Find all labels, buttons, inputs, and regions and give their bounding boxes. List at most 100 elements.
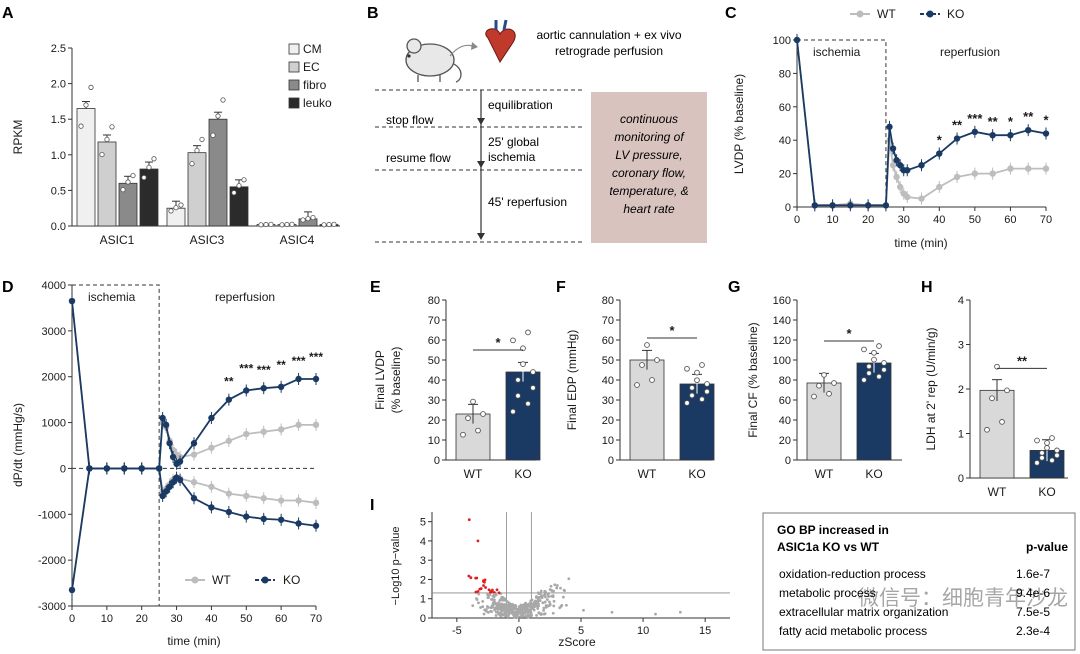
- panel-f-data-point: [694, 369, 700, 376]
- panel-i-point: [486, 611, 490, 614]
- protocol-title-line1: aortic cannulation + ex vivo: [536, 28, 681, 42]
- arrow-icon: [449, 44, 473, 57]
- panel-c-ko-point: [793, 36, 801, 44]
- panel-h-category-label: WT: [988, 485, 1007, 499]
- panel-c-y-tick-label: 0: [785, 202, 791, 214]
- panel-a-data-point: [168, 208, 174, 214]
- panel-i-point: [552, 604, 556, 608]
- panel-letter-e: E: [370, 279, 381, 296]
- panel-d-ko-max-point: [162, 421, 170, 429]
- panel-g-y-tick-label: 140: [773, 315, 791, 327]
- panel-c-ko-point: [847, 202, 854, 209]
- panel-f-data-point: [654, 357, 660, 363]
- panel-a-data-point: [310, 214, 316, 221]
- panel-letter-c: C: [725, 5, 737, 22]
- panel-c-significance: **: [952, 118, 963, 133]
- panel-i-point: [517, 615, 521, 618]
- panel-i-point: [539, 589, 543, 593]
- panel-d-ko-max-point: [225, 396, 233, 403]
- panel-c-ko-point: [882, 202, 890, 209]
- go-term-2: metabolic process: [779, 586, 876, 600]
- panel-a-y-tick-label: 0.5: [51, 185, 66, 197]
- panel-c-legend-ko: KO: [947, 7, 964, 21]
- panel-g-data-point: [831, 380, 837, 386]
- stop-flow-label: stop flow: [386, 113, 434, 127]
- panel-i-point: [549, 584, 553, 588]
- panel-h-data-point: [1054, 447, 1060, 454]
- panel-d-x-tick-label: 40: [205, 613, 217, 625]
- go-pvalue-4: 2.3e-4: [1016, 624, 1050, 638]
- panel-i-point: [541, 601, 545, 605]
- panel-i-point: [500, 602, 503, 606]
- panel-c-ischemia-box: [796, 39, 887, 208]
- panel-a-bar-chart: 0.0 0.5 1.0 1.5 2.0 2.5 RPKM ASIC1 ASIC3 ASIC4 CM E…: [11, 42, 340, 247]
- panel-a-data-point: [210, 132, 216, 138]
- panel-f-data-point: [644, 342, 650, 348]
- panel-f-y-tick-label: 20: [602, 415, 614, 427]
- panel-i-point: [505, 603, 508, 607]
- panel-d-ko-max-point: [166, 440, 173, 447]
- panel-i-point-significant: [482, 584, 485, 587]
- panel-e-data-point: [525, 400, 531, 407]
- panel-c-ko-point: [893, 157, 900, 164]
- panel-d-x-tick-label: 10: [101, 613, 113, 625]
- panel-a-data-point: [220, 97, 226, 103]
- panel-h-data-point: [1039, 455, 1045, 461]
- panel-i-point: [559, 604, 563, 608]
- panel-a-legend-swatch: [288, 43, 300, 55]
- panel-a-data-point: [173, 205, 179, 211]
- panel-e-data-point: [465, 415, 471, 421]
- timeline-arrow-1: [477, 118, 485, 125]
- panel-d-x-tick-label: 50: [240, 613, 252, 625]
- panel-d-ko-min-point: [312, 522, 320, 529]
- panel-c-ko-point: [936, 150, 943, 157]
- panel-c-wt-point: [971, 170, 979, 177]
- panel-a-data-point: [120, 187, 126, 193]
- panel-i-point: [511, 605, 515, 609]
- panel-i-point: [526, 614, 530, 617]
- panel-f-category-label: KO: [688, 467, 705, 481]
- panel-c-x-tick-label: 70: [1040, 214, 1052, 226]
- panel-i-point: [496, 608, 500, 611]
- panel-a-data-point: [151, 156, 157, 162]
- monitoring-line4: coronary flow,: [612, 166, 686, 180]
- global-ischemia-line1: 25' global: [488, 135, 539, 149]
- panel-i-point: [521, 614, 524, 618]
- panel-i-point: [497, 603, 501, 607]
- panel-h-data-point: [1039, 450, 1045, 456]
- panel-d-wt-min-point: [208, 483, 215, 490]
- go-table-title-line2: ASIC1a KO vs WT: [777, 540, 880, 554]
- panel-d-wt-max-point: [295, 421, 302, 429]
- panel-i-point: [536, 607, 540, 610]
- panel-d-xlabel: time (min): [167, 634, 220, 648]
- panel-i-point: [543, 592, 547, 596]
- panel-c-legend-ko-marker: [926, 10, 934, 18]
- panel-letter-f: F: [556, 279, 566, 296]
- timeline-arrow-3: [477, 233, 485, 240]
- panel-h-y-tick-label: 1: [958, 429, 964, 441]
- panel-i-point: [562, 588, 566, 592]
- panel-c-ko-point: [811, 202, 818, 209]
- panel-d-ko-min-point: [68, 586, 76, 594]
- panel-i-point: [486, 593, 489, 596]
- panel-c-ischemia-label: ischemia: [813, 45, 861, 59]
- panel-i-point-significant: [484, 586, 487, 589]
- panel-d-y-tick-label: 3000: [42, 326, 66, 338]
- panel-c-y-tick-label: 20: [779, 169, 791, 181]
- panel-c-wt-point: [936, 183, 943, 191]
- panel-i-x-tick-label: 5: [578, 625, 584, 637]
- panel-c-ko-point: [886, 123, 893, 131]
- panel-d-ko-min-point: [169, 478, 177, 486]
- panel-i-point-significant: [478, 587, 482, 591]
- panel-c-ko-point: [953, 135, 961, 142]
- panel-h-y-tick-label: 3: [958, 340, 964, 352]
- panel-i-point: [481, 599, 485, 603]
- panel-a-data-point: [141, 174, 147, 181]
- panel-c-ko-point: [864, 202, 872, 209]
- panel-i-point: [582, 608, 585, 612]
- panel-g-y-tick-label: 160: [773, 295, 791, 307]
- panel-d-ko-min-point: [225, 508, 233, 516]
- panel-a-data-point: [146, 164, 152, 170]
- panel-e-y-tick-label: 0: [434, 455, 440, 467]
- panel-a-y-tick-label: 1.0: [51, 150, 66, 162]
